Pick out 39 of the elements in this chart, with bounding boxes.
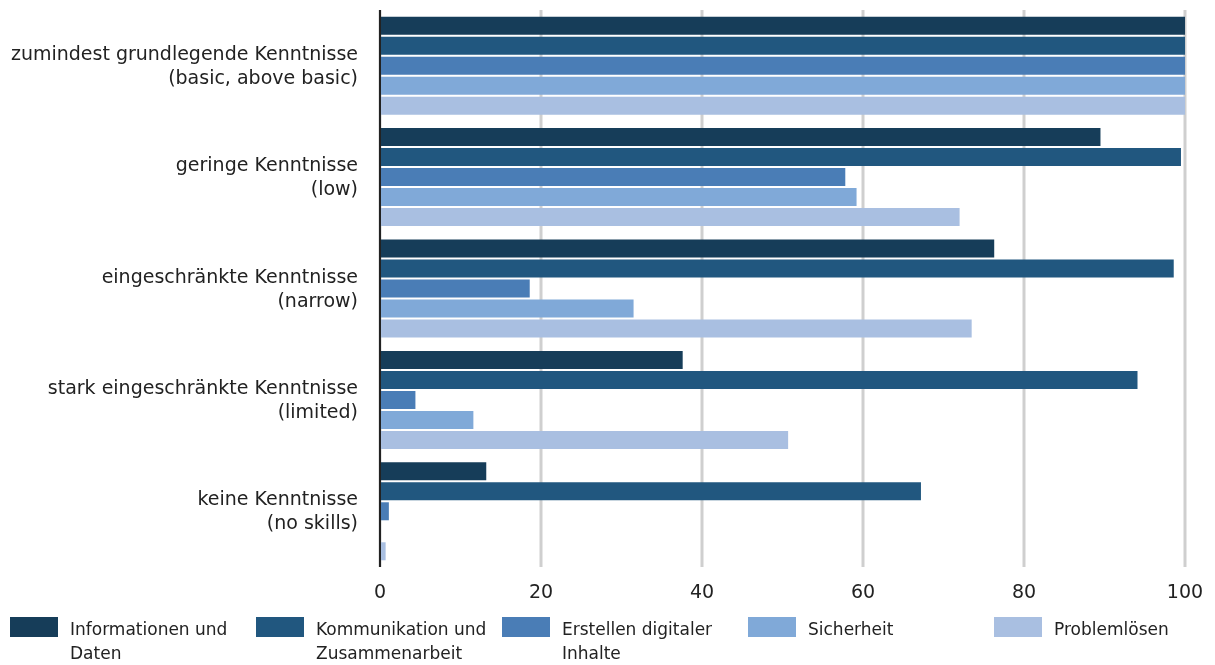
y-tick-label: keine Kenntnisse (no skills) — [197, 487, 358, 534]
bar — [380, 128, 1101, 147]
bar — [380, 208, 960, 227]
bar — [380, 370, 1138, 389]
bar — [380, 502, 389, 521]
bar — [380, 279, 530, 298]
x-tick-label: 0 — [373, 580, 387, 603]
x-tick-label: 100 — [1166, 580, 1204, 603]
bar — [380, 462, 487, 481]
bar — [380, 56, 1185, 75]
x-tick-label: 40 — [689, 580, 715, 603]
bar — [380, 168, 846, 187]
y-tick-label: eingeschränkte Kenntnisse (narrow) — [101, 264, 358, 311]
x-tick-label: 20 — [528, 580, 554, 603]
bar — [380, 430, 789, 449]
bar — [380, 239, 995, 258]
legend-label: Problemlösen — [1054, 618, 1170, 641]
y-tick-label: geringe Kenntnisse (low) — [175, 153, 358, 200]
bar — [380, 96, 1185, 115]
legend-label: Informationen und Daten — [70, 618, 229, 665]
legend-label: Erstellen digitaler Inhalte — [562, 618, 714, 665]
bar — [380, 410, 474, 429]
x-tick-label: 60 — [850, 580, 876, 603]
bar — [380, 16, 1185, 35]
bar — [380, 148, 1181, 167]
y-tick-label: stark eingeschränkte Kenntnisse (limited) — [47, 375, 358, 422]
y-tick-label: zumindest grundlegende Kenntnisse (basic, above basic) — [10, 41, 358, 88]
legend-label: Kommunikation und Zusammenarbeit — [316, 618, 488, 665]
bar — [380, 76, 1185, 95]
x-tick-label: 80 — [1011, 580, 1037, 603]
legend-label: Sicherheit — [808, 618, 895, 641]
bar — [380, 188, 857, 207]
bar — [380, 259, 1174, 278]
bar — [380, 390, 416, 409]
bar — [380, 36, 1185, 55]
bar — [380, 350, 683, 369]
bar — [380, 482, 921, 501]
bar — [380, 299, 634, 318]
bar — [380, 319, 972, 338]
